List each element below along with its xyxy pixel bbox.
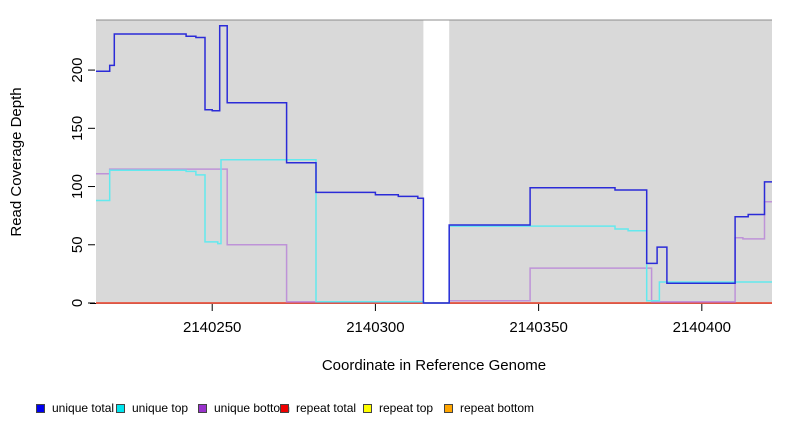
y-tick-label: 150 xyxy=(69,116,86,141)
unique-bottom-swatch-icon xyxy=(198,403,207,413)
legend-label: repeat bottom xyxy=(460,401,535,415)
y-tick-label: 200 xyxy=(69,58,86,83)
series-line-unique-bottom xyxy=(96,168,772,304)
y-axis-title: Read Coverage Depth xyxy=(8,87,25,237)
x-tick-label: 2140400 xyxy=(673,319,731,336)
y-tick-label: 0 xyxy=(69,299,86,307)
legend-item-unique-bottom: unique bottom xyxy=(198,399,290,417)
legend-item-unique-top: unique top xyxy=(116,399,188,417)
legend-item-repeat-bottom: repeat bottom xyxy=(444,399,534,417)
repeat-top-swatch-icon xyxy=(363,403,372,413)
y-tick-label: 100 xyxy=(69,174,86,199)
legend-label: unique total xyxy=(52,401,115,415)
legend-label: unique bottom xyxy=(214,401,291,415)
y-tick-label: 50 xyxy=(69,236,86,253)
legend-label: unique top xyxy=(132,401,189,415)
x-axis-title: Coordinate in Reference Genome xyxy=(321,357,547,374)
repeat-total-swatch-icon xyxy=(280,403,289,413)
legend-item-unique-total: unique total xyxy=(36,399,114,417)
unique-top-swatch-icon xyxy=(116,403,125,413)
repeat-bottom-swatch-icon xyxy=(444,403,453,413)
series-line-unique-top xyxy=(96,159,772,304)
unique-total-swatch-icon xyxy=(36,403,45,413)
legend-label: repeat total xyxy=(296,401,357,415)
legend-label: repeat top xyxy=(379,401,434,415)
x-tick-label: 2140300 xyxy=(346,319,404,336)
series-line-unique-total xyxy=(96,25,772,304)
legend-item-repeat-top: repeat top xyxy=(363,399,433,417)
legend: unique total unique top unique bottom re… xyxy=(0,399,792,421)
legend-item-repeat-total: repeat total xyxy=(280,399,356,417)
coverage-gap-region xyxy=(423,20,450,303)
coverage-plot-canvas: 2140250 2140300 2140350 2140400 0 50 100 150 200 xyxy=(69,19,772,336)
x-tick-label: 2140250 xyxy=(183,319,241,336)
x-tick-label: 2140350 xyxy=(509,319,567,336)
